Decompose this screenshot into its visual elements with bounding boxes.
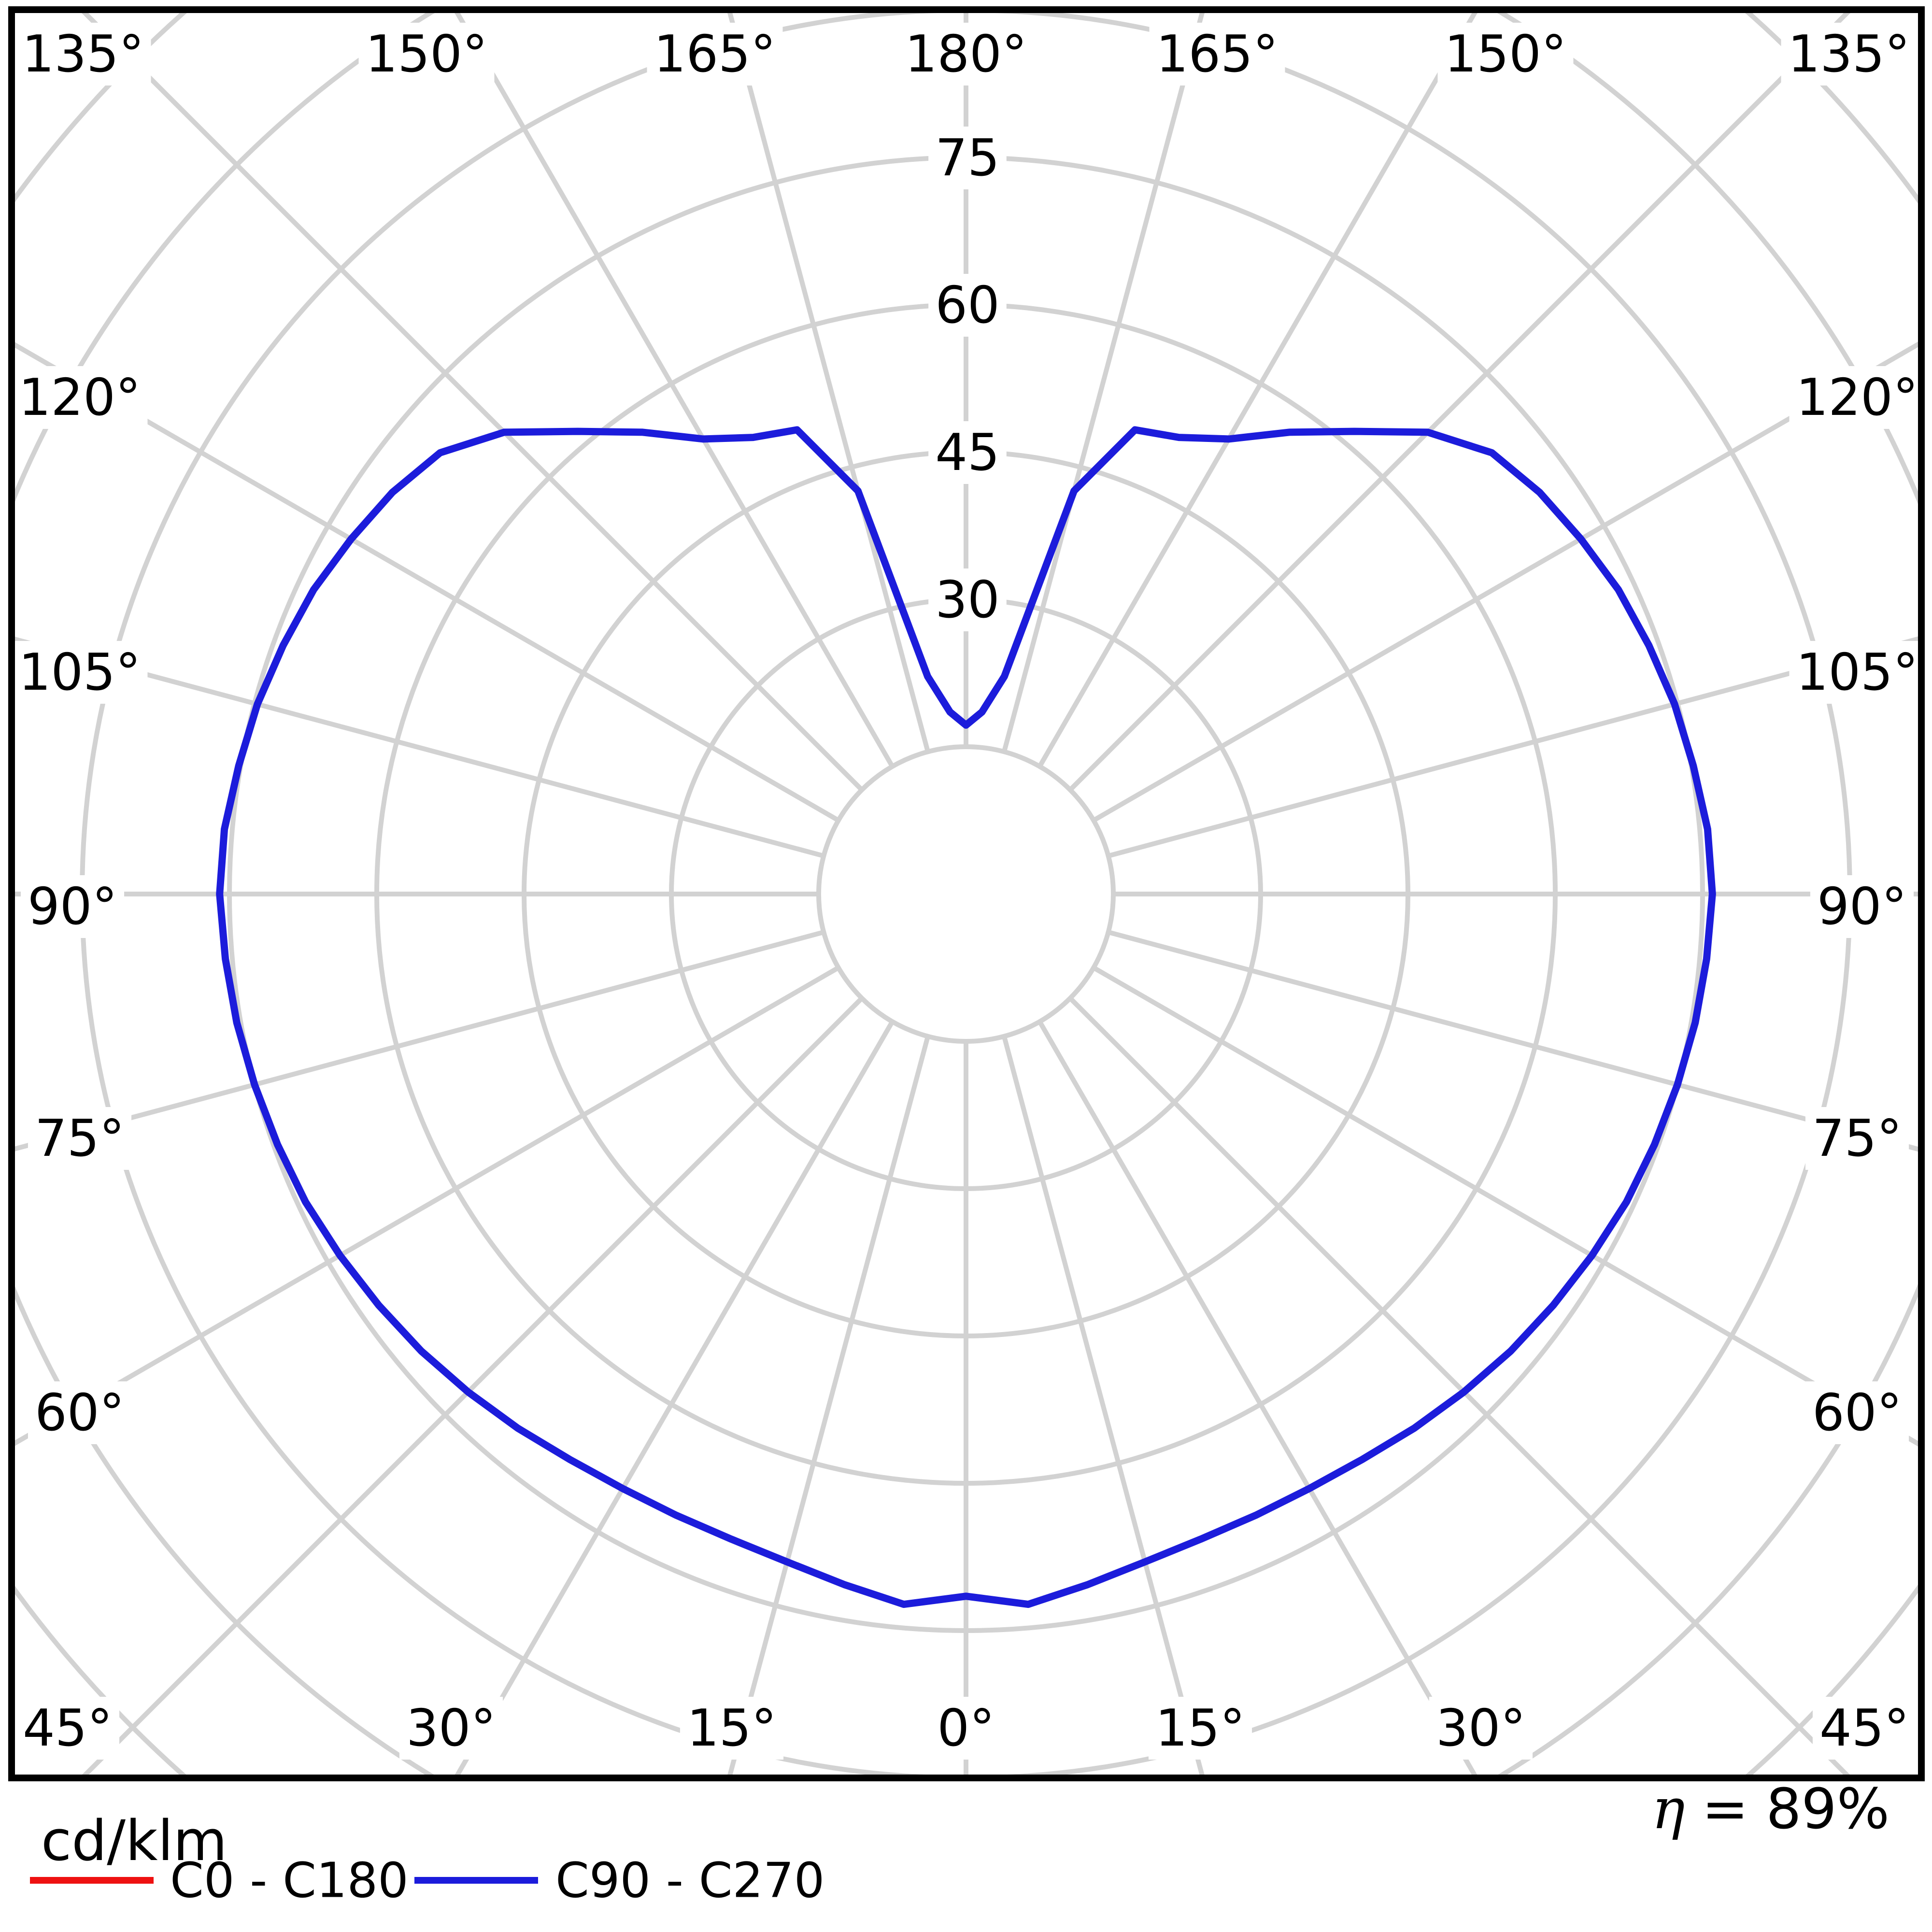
angle-tick-label-15: 75°	[1812, 1109, 1902, 1168]
efficiency-symbol: η	[1652, 1777, 1685, 1842]
grid-spoke-120	[1092, 341, 1919, 823]
grid-spoke-345	[727, 1036, 930, 1776]
efficiency-value: = 89%	[1702, 1777, 1889, 1842]
angle-tick-label-23-bg	[1812, 1697, 1917, 1760]
grid-spoke-30	[1037, 1020, 1478, 1776]
angle-tick-label-21: 15°	[1155, 1699, 1245, 1758]
angle-tick-label-20: 0°	[937, 1699, 994, 1758]
angle-tick-label-22-bg	[1429, 1697, 1533, 1760]
angle-tick-label-15-bg	[1805, 1107, 1909, 1170]
angle-tick-label-3-bg	[898, 23, 1034, 85]
angle-tick-label-23: 45°	[1819, 1699, 1909, 1758]
radial-tick-label-75-bg	[928, 127, 1007, 189]
efficiency-label: η = 89%	[1652, 1777, 1889, 1842]
angle-tick-label-9: 90°	[28, 877, 117, 936]
angle-tick-label-13: 105°	[1796, 643, 1918, 702]
angle-tick-label-2: 165°	[654, 25, 776, 84]
angle-tick-label-16-bg	[1805, 1381, 1909, 1444]
radial-tick-label-30: 30	[935, 570, 1000, 629]
angle-tick-label-8: 105°	[19, 643, 141, 702]
angle-tick-label-17-bg	[15, 1697, 120, 1760]
angle-tick-label-10: 75°	[35, 1109, 125, 1168]
angle-tick-label-14: 90°	[1817, 877, 1907, 936]
grid-spoke-105	[1108, 636, 1919, 858]
grid-spoke-165	[1002, 12, 1205, 753]
angle-tick-label-1: 150°	[366, 25, 488, 84]
angle-tick-label-5: 150°	[1445, 25, 1567, 84]
grid-spoke-60	[1092, 966, 1919, 1447]
angle-tick-label-12-bg	[1789, 366, 1925, 429]
angle-tick-label-19-bg	[680, 1697, 784, 1760]
unit-label: cd/klm	[41, 1809, 227, 1874]
angle-tick-label-11-bg	[28, 1381, 132, 1444]
angle-tick-label-19: 15°	[687, 1699, 777, 1758]
radial-tick-label-60-bg	[928, 274, 1007, 337]
curve-C90-C270	[216, 426, 1716, 1608]
grid-spoke-15	[1002, 1036, 1205, 1776]
angle-tick-label-0-bg	[15, 23, 151, 85]
grid-spoke-330	[454, 1020, 895, 1776]
angle-tick-label-20-bg	[930, 1697, 1002, 1760]
angle-tick-label-10-bg	[28, 1107, 132, 1170]
legend-c90-label: C90 - C270	[555, 1852, 824, 1909]
plot-border	[8, 6, 1925, 1781]
grid-spoke-255	[14, 636, 824, 858]
radial-tick-label-45-bg	[928, 421, 1007, 484]
angle-tick-label-6-bg	[1781, 23, 1917, 85]
grid-spoke-195	[727, 12, 930, 753]
grid-spoke-150	[1037, 12, 1478, 768]
angle-tick-label-8-bg	[12, 641, 148, 704]
angle-tick-label-22: 30°	[1436, 1699, 1526, 1758]
intensity-curves	[216, 426, 1716, 1608]
angle-tick-label-7-bg	[12, 366, 148, 429]
angle-tick-label-6: 135°	[1788, 25, 1910, 84]
angle-tick-label-9-bg	[20, 875, 125, 938]
angle-tick-label-7: 120°	[19, 368, 141, 427]
radial-tick-label-45: 45	[935, 423, 1000, 482]
legend-c0-label: C0 - C180	[170, 1852, 409, 1909]
angle-tick-label-3: 180°	[905, 25, 1027, 84]
grid-spoke-75	[1108, 930, 1919, 1152]
angle-tick-label-21-bg	[1148, 1697, 1252, 1760]
legend: C0 - C180 C90 - C270	[30, 1852, 824, 1909]
radial-tick-label-75: 75	[935, 128, 1000, 187]
angle-tick-label-4-bg	[1149, 23, 1285, 85]
angle-tick-label-11: 60°	[35, 1383, 125, 1442]
angle-tick-label-18-bg	[399, 1697, 503, 1760]
grid-spoke-240	[14, 341, 840, 823]
angle-tick-label-2-bg	[647, 23, 783, 85]
angle-tick-label-13-bg	[1789, 641, 1925, 704]
angle-tick-label-17: 45°	[23, 1699, 113, 1758]
angle-tick-label-16: 60°	[1812, 1383, 1902, 1442]
angle-tick-label-4: 165°	[1156, 25, 1279, 84]
angle-tick-label-5-bg	[1437, 23, 1574, 85]
grid-spoke-210	[454, 12, 895, 768]
grid-spoke-300	[14, 966, 840, 1447]
angle-tick-label-18: 30°	[406, 1699, 496, 1758]
radial-tick-label-30-bg	[928, 568, 1007, 631]
angle-tick-label-12: 120°	[1796, 368, 1918, 427]
axis-tick-labels: 30 45 60 75 135° 150° 165° 180° 165° 150° 135° 120°…	[12, 23, 1925, 1760]
angle-tick-label-1-bg	[358, 23, 495, 85]
angle-tick-label-14-bg	[1810, 875, 1914, 938]
angle-tick-label-0: 135°	[22, 25, 144, 84]
grid-spoke-285	[14, 930, 824, 1152]
radial-tick-label-60: 60	[935, 276, 1000, 335]
